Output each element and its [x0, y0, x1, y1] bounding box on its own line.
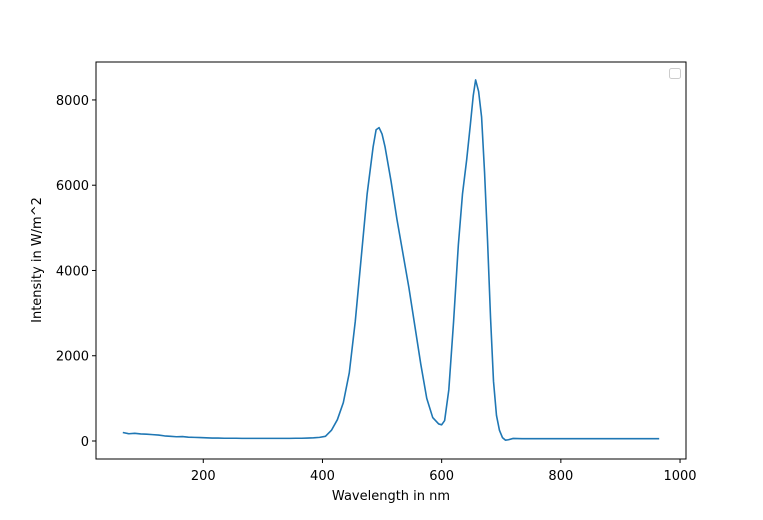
x-tick-label: 600: [429, 469, 454, 484]
y-tick-label: 6000: [56, 179, 89, 194]
x-tick-label: 1000: [663, 469, 696, 484]
x-tick-label: 400: [310, 469, 335, 484]
y-axis-label: Intensity in W/m^2: [30, 197, 45, 323]
data-line: [122, 79, 660, 441]
legend: [669, 68, 681, 79]
y-tick-label: 8000: [56, 94, 89, 109]
y-tick-label: 4000: [56, 264, 89, 279]
x-tick-label: 200: [191, 469, 216, 484]
x-tick-label: 800: [548, 469, 573, 484]
y-tick-label: 2000: [56, 350, 89, 365]
y-tick-label: 0: [81, 435, 89, 450]
x-axis-label: Wavelength in nm: [332, 489, 450, 504]
axes-frame: [95, 61, 687, 460]
